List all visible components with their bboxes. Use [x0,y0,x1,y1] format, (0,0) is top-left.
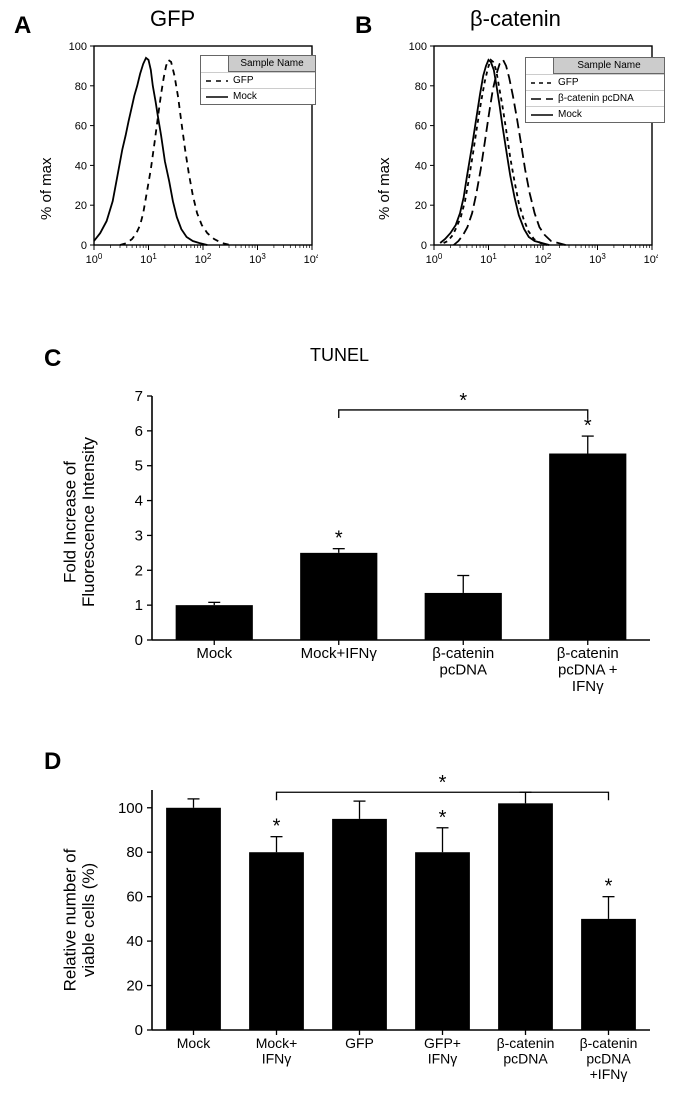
svg-text:Mock+IFNγ: Mock+IFNγ [256,1035,298,1066]
svg-text:Mock: Mock [177,1035,211,1051]
svg-text:Fold Increase ofFluorescence I: Fold Increase ofFluorescence Intensity [61,436,99,607]
svg-text:103: 103 [249,252,266,267]
svg-text:Mock+IFNγ: Mock+IFNγ [301,645,378,662]
svg-text:β-cateninpcDNA+IFNγ: β-cateninpcDNA+IFNγ [580,1035,638,1082]
svg-text:101: 101 [480,252,497,267]
svg-text:β-cateninpcDNA: β-cateninpcDNA [497,1035,555,1066]
svg-text:GFP+IFNγ: GFP+IFNγ [424,1035,461,1066]
svg-text:6: 6 [135,423,143,440]
svg-text:*: * [605,876,613,898]
svg-text:100: 100 [86,252,103,267]
legend-item-label: GFP [233,75,254,86]
panel-a-label: A [14,12,31,40]
svg-text:100: 100 [426,252,443,267]
svg-text:60: 60 [126,889,143,906]
svg-text:0: 0 [81,240,87,252]
svg-text:5: 5 [135,458,143,475]
svg-text:100: 100 [69,41,87,53]
svg-text:102: 102 [195,252,212,267]
svg-text:20: 20 [415,200,427,212]
panel-c-chart: 0 1 2 3 4 5 6 7 Fold Increase ofFluorescence Int… [60,372,660,712]
svg-text:*: * [584,415,592,437]
svg-text:0: 0 [135,1022,143,1039]
svg-text:Relative number ofviable cells: Relative number ofviable cells (%) [61,848,99,991]
panel-c-title: TUNEL [310,345,369,366]
panel-a-legend: Sample Name GFP Mock [200,55,316,105]
svg-text:40: 40 [75,160,87,172]
svg-text:100: 100 [118,800,143,817]
svg-text:40: 40 [126,933,143,950]
svg-text:*: * [273,816,281,838]
legend-item-label: β-catenin pcDNA [558,93,634,104]
svg-text:20: 20 [75,200,87,212]
svg-text:100: 100 [409,41,427,53]
svg-text:80: 80 [75,81,87,93]
svg-text:0: 0 [421,240,427,252]
svg-text:3: 3 [135,527,143,544]
svg-text:20: 20 [126,978,143,995]
legend-item-label: Mock [233,91,257,102]
svg-text:60: 60 [415,121,427,133]
panel-d-label: D [44,748,61,776]
svg-text:β-cateninpcDNA +IFNγ: β-cateninpcDNA +IFNγ [557,645,619,695]
svg-text:80: 80 [126,844,143,861]
svg-text:*: * [335,528,343,550]
panel-b-label: B [355,12,372,40]
svg-text:104: 104 [644,252,658,267]
svg-text:1: 1 [135,597,143,614]
panel-b-legend: Sample Name GFP β-catenin pcDNA Mock [525,57,665,123]
svg-text:101: 101 [140,252,157,267]
panel-c-label: C [44,345,61,373]
svg-text:40: 40 [415,160,427,172]
svg-text:104: 104 [304,252,318,267]
panel-a-title: GFP [150,6,195,32]
svg-text:2: 2 [135,562,143,579]
svg-text:0: 0 [135,632,143,649]
panel-b-title: β-catenin [470,6,561,32]
svg-text:β-cateninpcDNA: β-cateninpcDNA [432,645,494,679]
panel-b-ylabel: % of max [376,157,393,220]
panel-a-legend-header: Sample Name [229,56,315,72]
svg-text:4: 4 [135,493,143,510]
svg-text:Mock: Mock [196,645,232,662]
svg-text:103: 103 [589,252,606,267]
panel-b-legend-header: Sample Name [554,58,664,74]
svg-text:80: 80 [415,81,427,93]
svg-text:GFP: GFP [345,1035,374,1051]
panel-a-ylabel: % of max [38,157,55,220]
legend-item-label: Mock [558,109,582,120]
svg-text:*: * [439,807,447,829]
svg-text:7: 7 [135,388,143,405]
svg-text:*: * [459,390,467,412]
svg-text:*: * [439,772,447,794]
svg-text:102: 102 [535,252,552,267]
svg-text:60: 60 [75,121,87,133]
panel-d-chart: 0 20 40 60 80 100 Relative number ofviable cel… [60,760,660,1100]
legend-item-label: GFP [558,77,579,88]
